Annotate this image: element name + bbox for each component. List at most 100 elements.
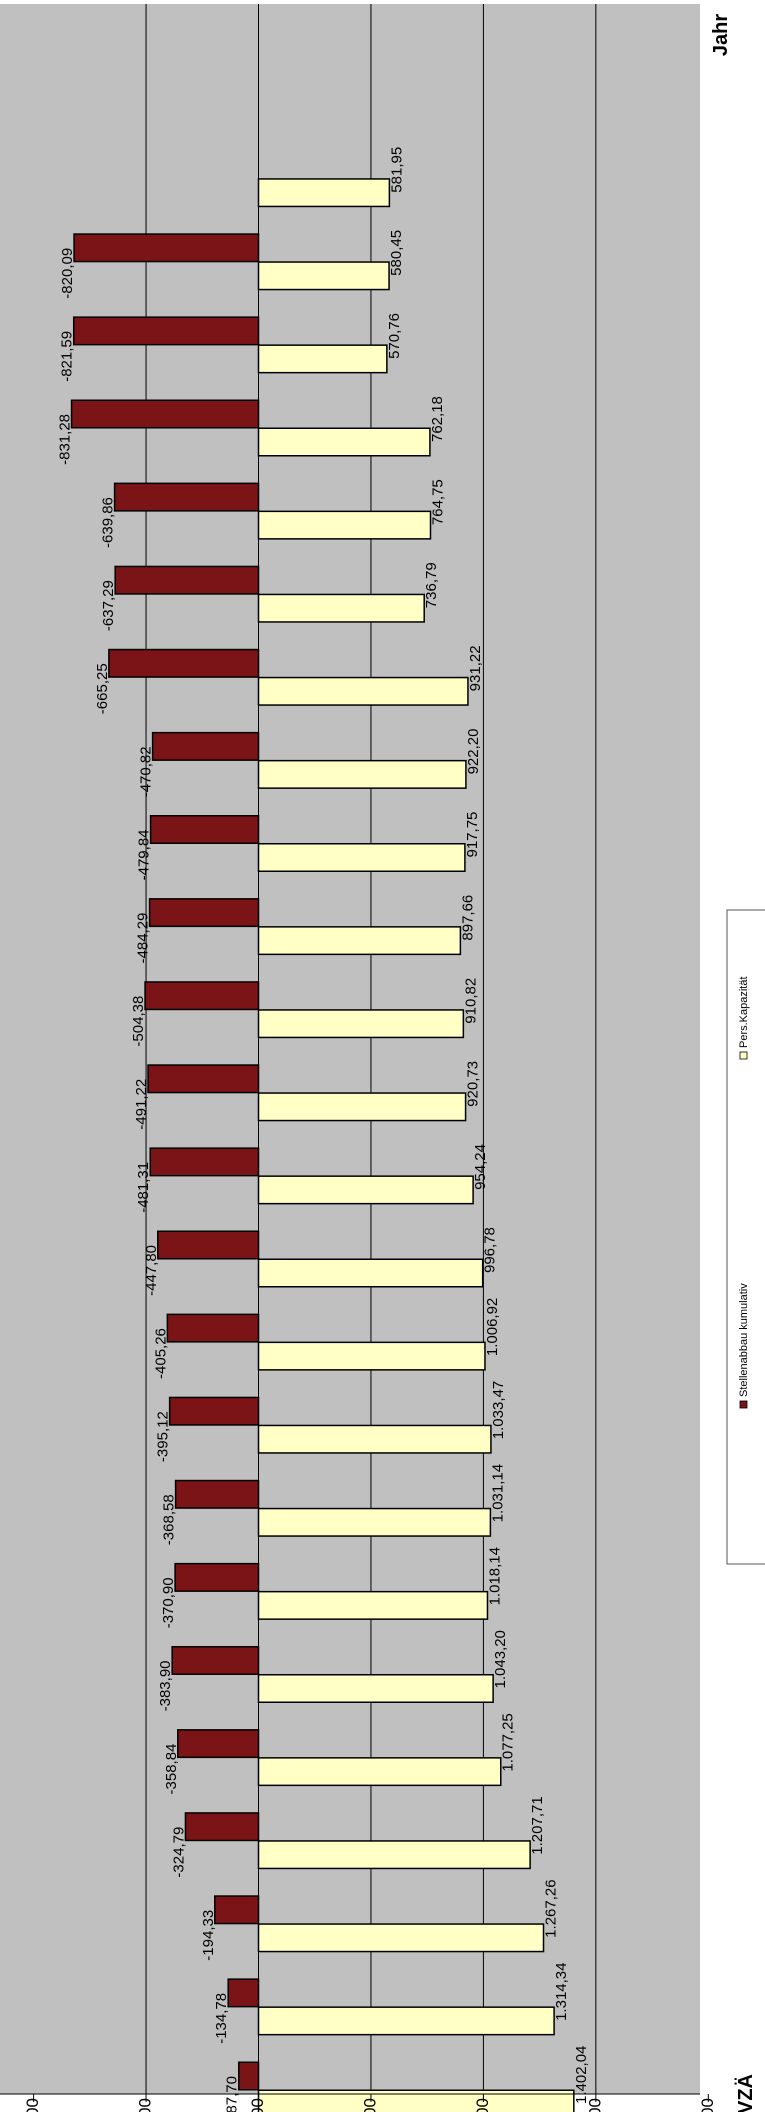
bar-pers-kapazitaet: [257, 1590, 489, 1620]
bar-pers-kapazitaet: [257, 2089, 575, 2112]
data-label-stellenabbau: -368,58: [161, 1494, 178, 1545]
bar-pers-kapazitaet: [257, 344, 388, 374]
legend-label-stellenabbau: Stellenabbau kumulativ: [738, 1283, 750, 1397]
data-label-pers-kapazitaet: 996,78: [482, 1227, 499, 1273]
data-label-stellenabbau: -484,29: [135, 913, 152, 964]
legend-swatch-stellenabbau: [739, 1400, 748, 1409]
bar-stellenabbau: [149, 815, 260, 844]
bar-stellenabbau: [238, 2061, 260, 2091]
data-label-stellenabbau: -134,78: [213, 1993, 230, 2044]
data-label-pers-kapazitaet: 580,45: [388, 230, 405, 276]
data-label-stellenabbau: -395,12: [155, 1411, 172, 1462]
bar-stellenabbau: [108, 648, 260, 678]
bar-pers-kapazitaet: [257, 261, 390, 291]
bar-pers-kapazitaet: [257, 1507, 492, 1537]
data-label-stellenabbau: -481,31: [135, 1162, 152, 1213]
bar-stellenabbau: [72, 316, 260, 346]
bar-pers-kapazitaet: [257, 593, 425, 623]
bar-pers-kapazitaet: [257, 2006, 555, 2036]
bar-pers-kapazitaet: [257, 1923, 545, 1953]
bar-pers-kapazitaet: [257, 676, 469, 706]
bar-stellenabbau: [157, 1230, 260, 1260]
bar-pers-kapazitaet: [257, 926, 462, 956]
bar-stellenabbau: [174, 1479, 260, 1509]
data-label-stellenabbau: -665,25: [94, 663, 111, 714]
bar-pers-kapazitaet: [257, 1840, 531, 1870]
data-label-pers-kapazitaet: 1.006,92: [484, 1298, 501, 1356]
data-label-pers-kapazitaet: 917,75: [464, 812, 481, 858]
data-label-pers-kapazitaet: 764,75: [429, 479, 446, 525]
data-label-pers-kapazitaet: 736,79: [423, 562, 440, 608]
data-label-stellenabbau: -831,28: [57, 414, 74, 465]
bar-pers-kapazitaet: [257, 510, 432, 540]
bar-stellenabbau: [174, 1562, 260, 1592]
bar-stellenabbau: [168, 1396, 260, 1426]
data-label-pers-kapazitaet: 1.267,26: [542, 1879, 559, 1937]
y-tick-label: -500,00: [136, 2098, 155, 2112]
data-label-stellenabbau: -821,59: [59, 331, 76, 382]
data-label-stellenabbau: -324,79: [170, 1827, 187, 1878]
bar-pers-kapazitaet: [257, 1424, 492, 1454]
bar-pers-kapazitaet: [257, 843, 466, 872]
y-tick-label: 500,00: [360, 2098, 379, 2112]
legend-swatch-pers-kapazitaet: [739, 1051, 748, 1060]
data-label-pers-kapazitaet: 1.043,20: [492, 1630, 509, 1688]
data-label-pers-kapazitaet: 1.207,71: [529, 1796, 546, 1854]
y-tick-label: -1.000,00: [23, 2098, 42, 2112]
bar-stellenabbau: [184, 1812, 260, 1842]
data-label-pers-kapazitaet: 1.314,34: [553, 1963, 570, 2021]
bar-pers-kapazitaet: [257, 1341, 486, 1371]
bar-stellenabbau: [177, 1729, 260, 1759]
data-label-pers-kapazitaet: 931,22: [467, 645, 484, 691]
data-label-pers-kapazitaet: 762,18: [429, 396, 446, 442]
y-tick-label: 2.000,00: [698, 2098, 717, 2112]
data-label-pers-kapazitaet: 897,66: [459, 895, 476, 941]
bar-stellenabbau: [151, 731, 260, 761]
data-label-pers-kapazitaet: 920,73: [465, 1061, 482, 1107]
data-label-stellenabbau: -639,86: [100, 497, 117, 548]
bar-pers-kapazitaet: [257, 1009, 465, 1039]
y-tick-label: 1.500,00: [585, 2098, 604, 2112]
data-label-pers-kapazitaet: 1.402,04: [573, 2046, 590, 2104]
y-tick-label: 1.000,00: [473, 2098, 492, 2112]
bar-stellenabbau: [144, 981, 260, 1011]
bar-pers-kapazitaet: [257, 759, 467, 789]
bar-stellenabbau: [166, 1313, 260, 1343]
data-label-stellenabbau: -470,82: [138, 746, 155, 797]
legend-label-pers-kapazitaet: Pers.Kapazität: [738, 976, 750, 1048]
data-label-stellenabbau: -491,22: [133, 1079, 150, 1130]
bar-stellenabbau: [113, 482, 260, 512]
y-axis-title: VZÄ: [734, 2074, 757, 2112]
data-label-pers-kapazitaet: 922,20: [465, 729, 482, 775]
bar-pers-kapazitaet: [257, 1757, 502, 1787]
y-tick-label: 0,00: [248, 2098, 267, 2112]
bar-stellenabbau: [227, 1978, 260, 2008]
data-label-stellenabbau: -820,09: [59, 248, 76, 299]
data-label-pers-kapazitaet: 570,76: [386, 313, 403, 359]
data-label-stellenabbau: -637,29: [100, 580, 117, 631]
bar-pers-kapazitaet: [257, 427, 431, 457]
x-axis-title: Jahr: [710, 14, 732, 56]
data-label-pers-kapazitaet: 954,24: [472, 1144, 489, 1190]
data-label-pers-kapazitaet: 1.031,14: [489, 1464, 506, 1522]
bar-pers-kapazitaet: [257, 1175, 474, 1205]
data-label-pers-kapazitaet: 1.033,47: [490, 1381, 507, 1439]
bar-stellenabbau: [147, 1064, 260, 1094]
bar-stellenabbau: [171, 1646, 260, 1675]
legend: Stellenabbau kumulativ Pers.Kapazität: [726, 909, 765, 1565]
data-label-pers-kapazitaet: 1.018,14: [486, 1547, 503, 1605]
data-label-stellenabbau: -358,84: [163, 1744, 180, 1795]
bar-pers-kapazitaet: [257, 1092, 467, 1122]
data-label-stellenabbau: -479,84: [136, 830, 153, 881]
data-label-stellenabbau: -194,33: [200, 1910, 217, 1961]
bar-pers-kapazitaet: [257, 1258, 484, 1288]
data-label-pers-kapazitaet: 910,82: [462, 978, 479, 1024]
data-label-stellenabbau: -405,26: [152, 1328, 169, 1379]
data-label-stellenabbau: -370,90: [160, 1577, 177, 1628]
bar-stellenabbau: [148, 898, 260, 928]
bar-pers-kapazitaet: [257, 178, 391, 208]
data-label-pers-kapazitaet: 1.077,25: [500, 1713, 517, 1771]
data-label-pers-kapazitaet: 581,95: [388, 147, 405, 193]
data-label-stellenabbau: -87,70: [224, 2076, 241, 2112]
